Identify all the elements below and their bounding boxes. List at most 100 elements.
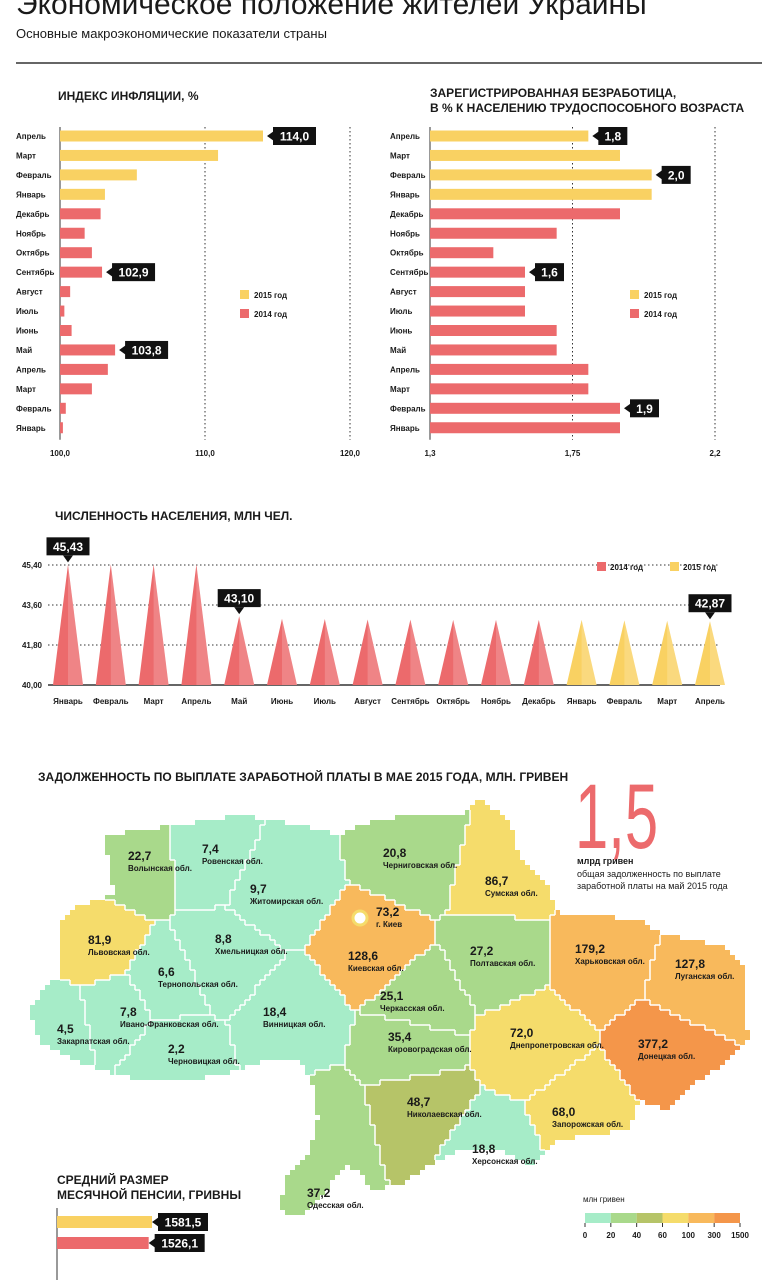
callout-box [112, 263, 156, 282]
bar [60, 169, 137, 181]
y-tick-label: 41,80 [22, 641, 43, 650]
bar [430, 286, 525, 298]
spike-shade [410, 619, 426, 685]
region-value: 377,2 [638, 1037, 668, 1051]
y-tick-label: Февраль [16, 404, 52, 413]
region-name: Донецкая обл. [638, 1052, 695, 1061]
bar [60, 266, 103, 278]
region-value: 6,6 [158, 965, 175, 979]
bar [60, 422, 63, 434]
bar [60, 286, 71, 298]
region-value: 68,0 [552, 1105, 576, 1119]
data-label: 102,9 [119, 266, 149, 280]
y-tick-label: Июнь [16, 327, 38, 336]
region-name: Луганская обл. [675, 972, 734, 981]
data-label: 103,8 [132, 343, 162, 357]
y-tick-label: Март [16, 151, 36, 160]
region-value: 8,8 [215, 932, 232, 946]
region-value: 72,0 [510, 1026, 534, 1040]
spike [481, 619, 511, 685]
region-value: 7,4 [202, 842, 219, 856]
spike [395, 619, 426, 685]
scale-label: 60 [658, 1231, 667, 1240]
region-name: Киевская обл. [348, 964, 404, 973]
bar [60, 130, 263, 142]
callout-pointer [234, 607, 245, 615]
bar [430, 422, 620, 434]
spike [95, 564, 126, 685]
x-tick-label: Апрель [181, 697, 211, 706]
legend-label: 2015 год [683, 563, 716, 572]
region-name: г. Киев [376, 920, 402, 929]
region-value: 20,8 [383, 846, 407, 860]
y-tick-label: Ноябрь [390, 229, 420, 238]
legend-swatch [670, 562, 679, 571]
bar [57, 1237, 149, 1249]
callout-pointer [119, 344, 127, 355]
legend-swatch [240, 309, 249, 318]
y-tick-label: Июнь [390, 327, 412, 336]
legend-swatch [240, 290, 249, 299]
scale-swatch [714, 1213, 740, 1223]
region-name: Полтавская обл. [470, 959, 535, 968]
y-tick-label: Сентябрь [390, 268, 428, 277]
legend-label: 2014 год [644, 310, 677, 319]
region-value: 86,7 [485, 874, 509, 888]
chart-title: ЧИСЛЕННОСТЬ НАСЕЛЕНИЯ, МЛН ЧЕЛ. [55, 509, 293, 523]
bar [430, 363, 589, 375]
y-tick-label: Декабрь [390, 210, 424, 219]
region-value: 127,8 [675, 957, 705, 971]
callout-box [125, 340, 169, 359]
spike-shade [581, 619, 597, 685]
region-name: Запорожская обл. [552, 1120, 623, 1129]
y-tick-label: Октябрь [390, 249, 424, 258]
callout-box [46, 537, 90, 556]
bar [430, 402, 620, 414]
data-label: 1581,5 [165, 1216, 202, 1230]
callout-box [158, 1213, 208, 1231]
y-tick-label: Апрель [16, 365, 46, 374]
region-value: 18,4 [263, 1005, 287, 1019]
region-name: Кировоградская обл. [388, 1045, 472, 1054]
region-name: Черниговская обл. [383, 861, 457, 870]
spike-shade [624, 620, 640, 685]
region [435, 1085, 545, 1165]
callout-box [535, 263, 564, 282]
spike [695, 621, 725, 685]
chart-title: ИНДЕКС ИНФЛЯЦИИ, % [58, 89, 199, 103]
y-tick-label: Июль [390, 307, 412, 316]
page-title: Экономическое положение жителей Украины [16, 0, 647, 21]
callout-pointer [624, 403, 631, 414]
chart-title: СРЕДНИЙ РАЗМЕР [57, 1172, 169, 1187]
region-value: 35,4 [388, 1030, 412, 1044]
spike [309, 619, 340, 685]
y-tick-label: Апрель [390, 132, 420, 141]
region-value: 22,7 [128, 849, 152, 863]
legend-label: 2015 год [644, 291, 677, 300]
scale-swatch [585, 1213, 611, 1223]
y-tick-label: Август [390, 288, 417, 297]
callout-box [273, 127, 316, 145]
data-label: 2,0 [668, 168, 685, 182]
x-tick-label: Июль [314, 697, 336, 706]
scale-swatch [636, 1213, 663, 1223]
y-tick-label: Январь [390, 424, 420, 433]
spike-shade [538, 619, 554, 685]
legend-swatch [630, 290, 639, 299]
region [170, 815, 265, 910]
region [305, 885, 435, 1010]
x-tick-label: Октябрь [436, 697, 470, 706]
scale-swatch [610, 1213, 637, 1223]
region [115, 1015, 240, 1080]
callout-pointer [106, 267, 114, 278]
legend-label: 2015 год [254, 291, 287, 300]
spike-shade [153, 564, 169, 685]
spike-shade [453, 619, 469, 685]
y-tick-label: Май [390, 346, 406, 355]
region [225, 950, 355, 1075]
spike [566, 619, 597, 685]
region-name: Херсонская обл. [472, 1157, 538, 1166]
spike [609, 620, 640, 685]
region-name: Черкасская обл. [380, 1004, 445, 1013]
